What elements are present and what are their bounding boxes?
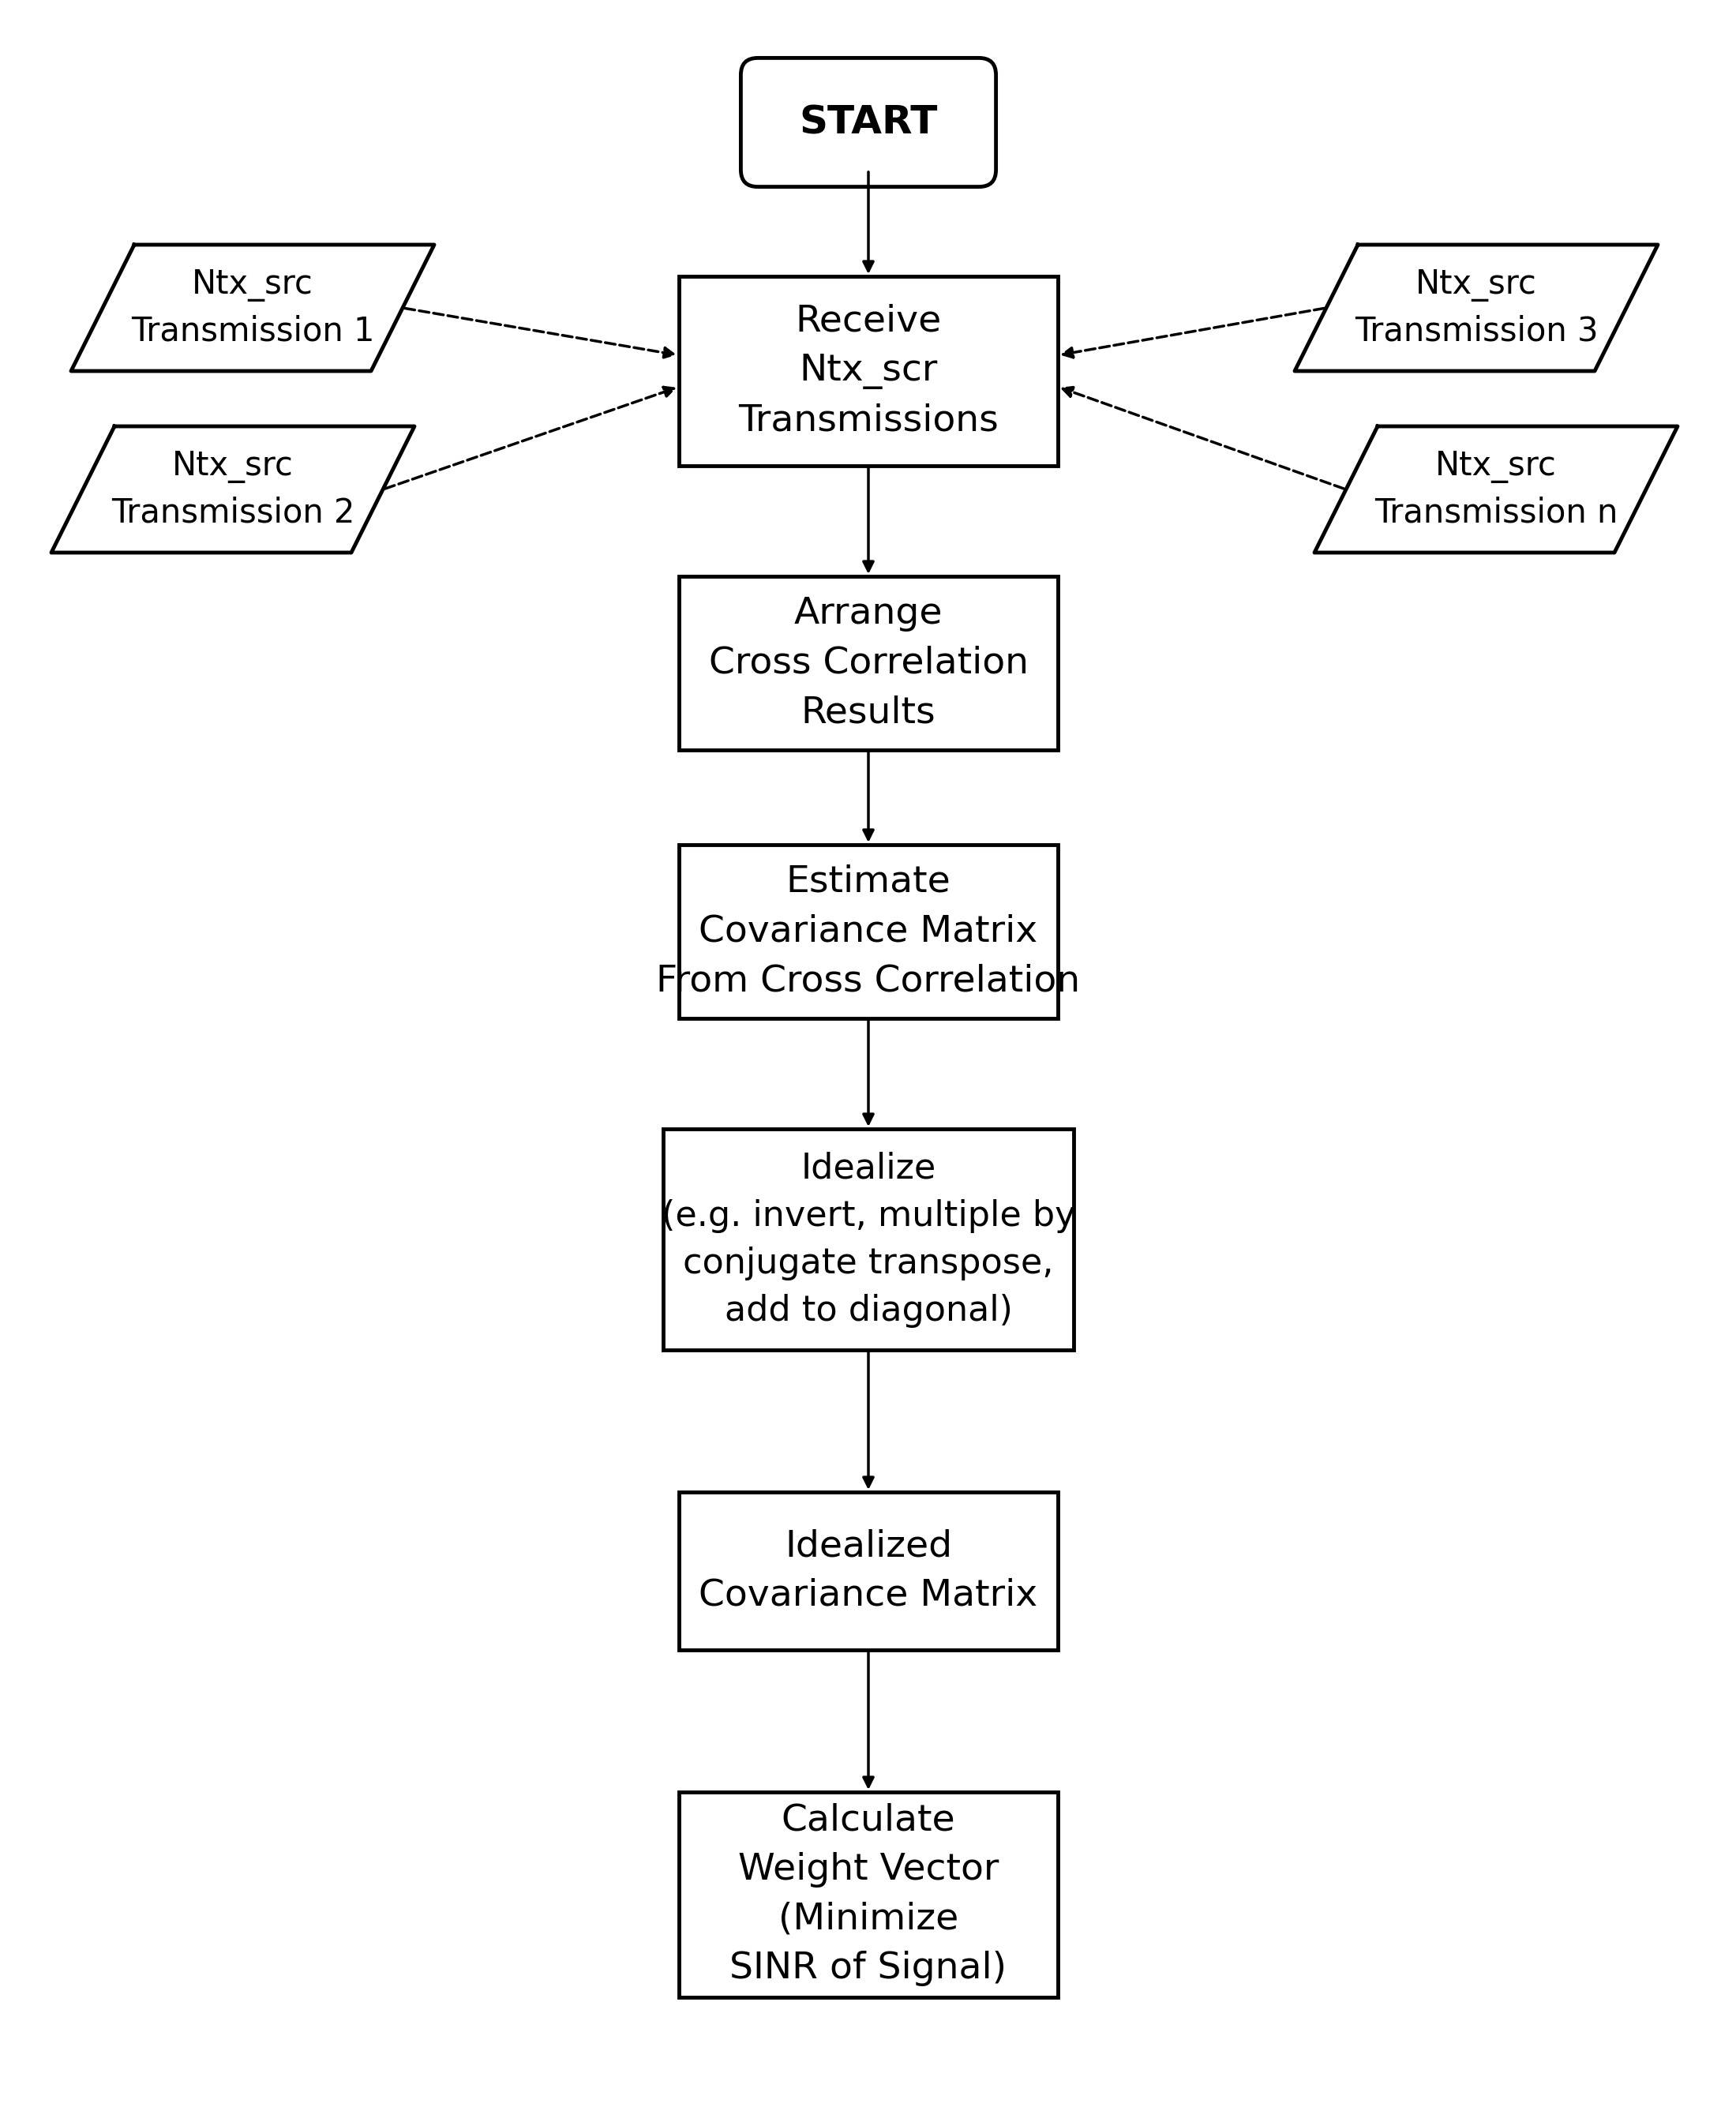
FancyBboxPatch shape xyxy=(741,57,996,187)
Polygon shape xyxy=(1314,427,1677,552)
Text: Idealized
Covariance Matrix: Idealized Covariance Matrix xyxy=(700,1528,1038,1613)
Polygon shape xyxy=(1295,244,1658,371)
Bar xyxy=(679,1492,1057,1651)
Text: Estimate
Covariance Matrix
From Cross Correlation: Estimate Covariance Matrix From Cross Co… xyxy=(656,864,1080,999)
Polygon shape xyxy=(71,244,434,371)
Text: Ntx_src
Transmission 1: Ntx_src Transmission 1 xyxy=(130,267,375,348)
Text: START: START xyxy=(799,104,937,142)
Bar xyxy=(679,577,1057,749)
Polygon shape xyxy=(52,427,415,552)
Bar xyxy=(679,276,1057,465)
Text: Arrange
Cross Correlation
Results: Arrange Cross Correlation Results xyxy=(708,596,1028,730)
Text: Receive
Ntx_scr
Transmissions: Receive Ntx_scr Transmissions xyxy=(738,303,998,439)
Text: Ntx_src
Transmission n: Ntx_src Transmission n xyxy=(1375,450,1618,528)
Bar xyxy=(679,845,1057,1019)
Bar xyxy=(679,1791,1057,1997)
Text: Idealize
(e.g. invert, multiple by
conjugate transpose,
add to diagonal): Idealize (e.g. invert, multiple by conju… xyxy=(661,1152,1075,1328)
Text: Calculate
Weight Vector
(Minimize
SINR of Signal): Calculate Weight Vector (Minimize SINR o… xyxy=(729,1804,1007,1986)
Bar xyxy=(663,1129,1073,1350)
Text: Ntx_src
Transmission 3: Ntx_src Transmission 3 xyxy=(1354,267,1599,348)
Text: Ntx_src
Transmission 2: Ntx_src Transmission 2 xyxy=(111,450,354,528)
